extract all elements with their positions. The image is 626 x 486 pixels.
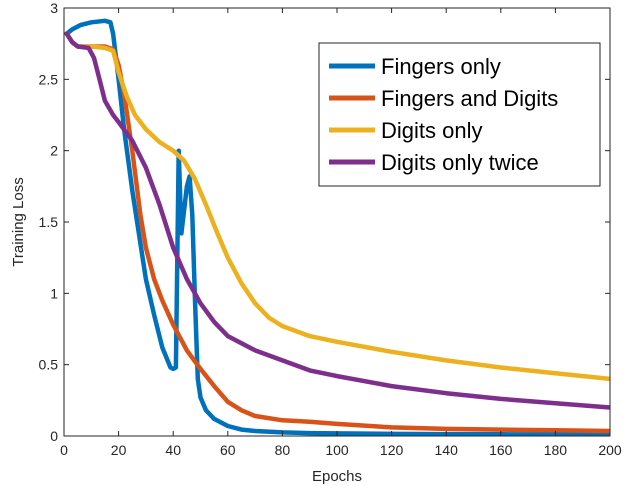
- x-tick-label: 160: [489, 442, 513, 458]
- series-line-3: [64, 31, 610, 382]
- x-tick-label: 20: [111, 442, 127, 458]
- y-tick-label: 0.5: [39, 357, 59, 373]
- x-tick-label: 100: [325, 442, 349, 458]
- y-tick-label: 1: [50, 285, 58, 301]
- legend: Fingers only Fingers and Digits Digits onl…: [318, 42, 601, 187]
- legend-label-3: Digits only: [381, 118, 482, 143]
- y-tick-label: 3: [50, 0, 58, 16]
- x-tick-label: 60: [220, 442, 236, 458]
- x-tick-label: 200: [598, 442, 622, 458]
- x-tick-label: 80: [275, 442, 291, 458]
- x-tick-label: 0: [60, 442, 68, 458]
- plot-area: [64, 18, 610, 436]
- series-line-4: [64, 31, 610, 410]
- series-line-1: [64, 18, 610, 436]
- x-axis-label: Epochs: [312, 468, 362, 485]
- legend-label-2: Fingers and Digits: [381, 86, 558, 111]
- y-axis-label: Training Loss: [10, 177, 27, 267]
- x-tick-label: 120: [380, 442, 404, 458]
- y-tick-label: 0: [50, 428, 58, 444]
- x-tick-label: 140: [435, 442, 459, 458]
- y-tick-label: 2.5: [39, 71, 59, 87]
- y-tick-label: 2: [50, 143, 58, 159]
- legend-label-1: Fingers only: [381, 54, 501, 79]
- legend-label-4: Digits only twice: [381, 150, 539, 175]
- x-tick-label: 40: [165, 442, 181, 458]
- x-tick-label: 180: [544, 442, 568, 458]
- y-tick-label: 1.5: [39, 214, 59, 230]
- axes: 0 20 40 60 80 100 120 140 160 180 200 0 0.5 1 1.5 2 2.5 3: [39, 0, 622, 458]
